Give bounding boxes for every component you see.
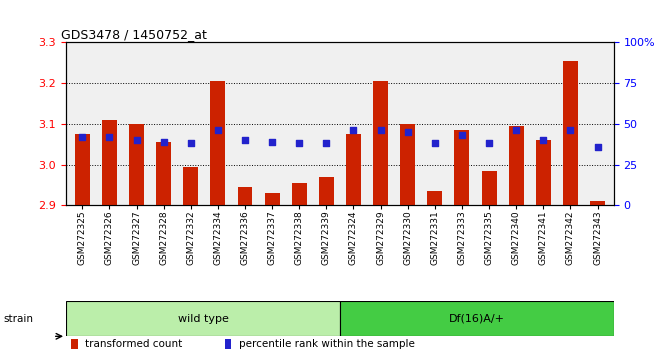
Point <box>294 141 304 146</box>
Bar <box>455 130 469 205</box>
Point <box>158 139 169 145</box>
Text: GSM272331: GSM272331 <box>430 210 440 265</box>
Text: GSM272333: GSM272333 <box>457 210 467 265</box>
Bar <box>292 183 307 205</box>
Text: GSM272339: GSM272339 <box>322 210 331 265</box>
Bar <box>71 339 78 349</box>
Text: strain: strain <box>3 314 33 324</box>
Bar <box>346 134 361 205</box>
Point <box>430 141 440 146</box>
Point <box>403 129 413 135</box>
Bar <box>536 140 550 205</box>
Text: GSM272326: GSM272326 <box>105 210 114 265</box>
Text: GSM272325: GSM272325 <box>78 210 86 265</box>
Text: GSM272332: GSM272332 <box>186 210 195 265</box>
Text: GSM272334: GSM272334 <box>213 210 222 265</box>
Bar <box>225 339 232 349</box>
Text: GSM272337: GSM272337 <box>267 210 277 265</box>
Text: GSM272342: GSM272342 <box>566 210 575 265</box>
Point <box>131 137 142 143</box>
Bar <box>265 193 280 205</box>
Text: GSM272330: GSM272330 <box>403 210 412 265</box>
Text: GDS3478 / 1450752_at: GDS3478 / 1450752_at <box>61 28 207 41</box>
Text: GSM272327: GSM272327 <box>132 210 141 265</box>
Bar <box>129 124 144 205</box>
Text: GSM272341: GSM272341 <box>539 210 548 265</box>
Bar <box>156 142 171 205</box>
Point <box>77 134 88 140</box>
Text: GSM272336: GSM272336 <box>240 210 249 265</box>
Point <box>240 137 250 143</box>
Point <box>457 132 467 138</box>
Bar <box>482 171 496 205</box>
Point <box>185 141 196 146</box>
Text: wild type: wild type <box>178 314 228 324</box>
Point <box>348 127 359 133</box>
Text: GSM272329: GSM272329 <box>376 210 385 265</box>
Text: Df(16)A/+: Df(16)A/+ <box>449 314 505 324</box>
Bar <box>340 301 614 336</box>
Point <box>267 139 277 145</box>
Point <box>104 134 115 140</box>
Bar <box>428 191 442 205</box>
Point <box>376 127 386 133</box>
Point <box>511 127 521 133</box>
Text: GSM272343: GSM272343 <box>593 210 602 265</box>
Bar <box>400 124 415 205</box>
Point <box>565 127 576 133</box>
Point <box>484 141 494 146</box>
Text: transformed count: transformed count <box>85 339 182 349</box>
Text: GSM272335: GSM272335 <box>484 210 494 265</box>
Text: GSM272340: GSM272340 <box>512 210 521 265</box>
Point <box>538 137 548 143</box>
Bar <box>319 177 334 205</box>
Bar <box>373 81 388 205</box>
Text: percentile rank within the sample: percentile rank within the sample <box>238 339 414 349</box>
Point <box>592 144 603 149</box>
Point <box>321 141 331 146</box>
Text: GSM272328: GSM272328 <box>159 210 168 265</box>
Bar <box>238 187 252 205</box>
Text: GSM272338: GSM272338 <box>295 210 304 265</box>
Bar <box>509 126 523 205</box>
Bar <box>75 134 90 205</box>
Bar <box>211 81 225 205</box>
Bar <box>102 120 117 205</box>
Bar <box>183 167 198 205</box>
Bar <box>590 201 605 205</box>
Point <box>213 127 223 133</box>
Bar <box>66 301 340 336</box>
Text: GSM272324: GSM272324 <box>349 210 358 265</box>
Bar <box>563 61 578 205</box>
